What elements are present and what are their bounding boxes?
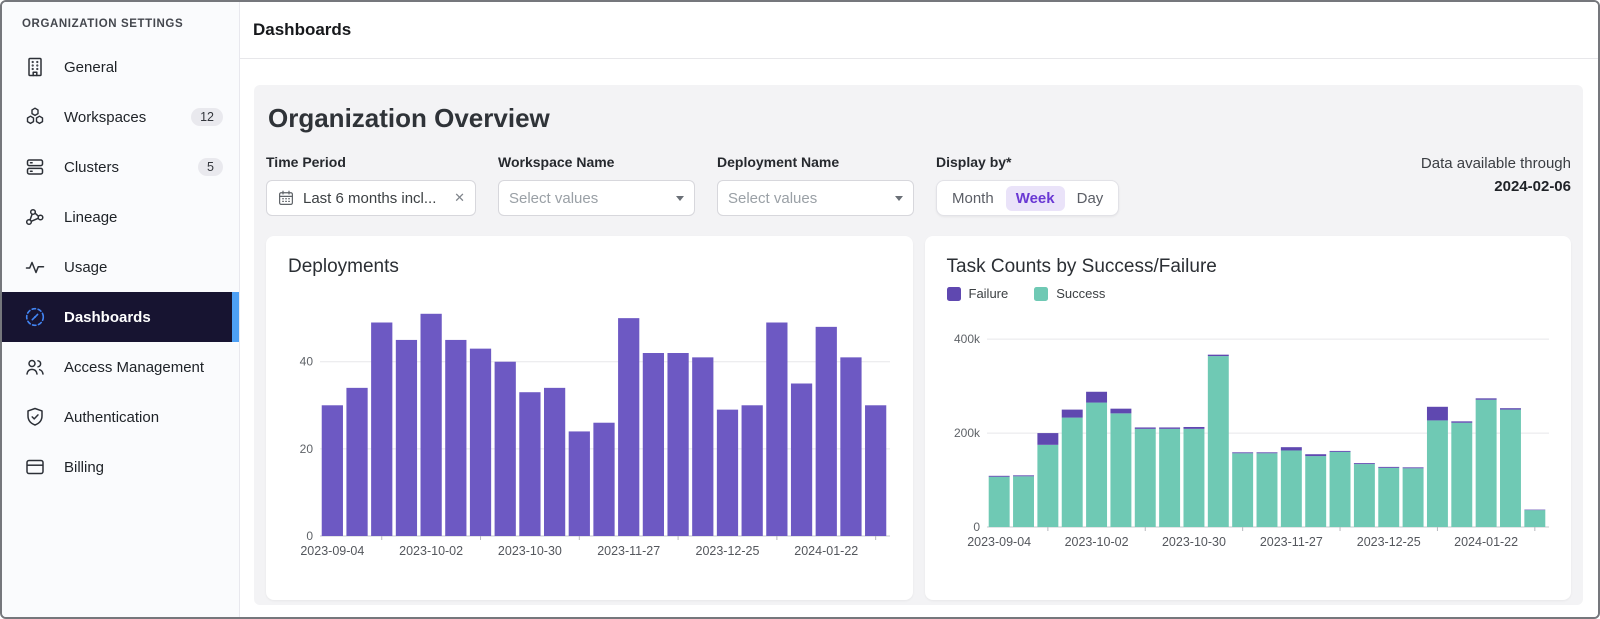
sidebar-item-authentication[interactable]: Authentication (2, 392, 239, 442)
sidebar-item-label: Dashboards (64, 309, 151, 326)
svg-text:2023-09-04: 2023-09-04 (967, 535, 1031, 549)
sidebar-item-label: Authentication (64, 409, 159, 426)
sidebar-item-label: General (64, 59, 117, 76)
deployments-chart: 0 20 40 2023-09-04 2023-10-02 2023-10-30 2023-… (286, 286, 890, 566)
sidebar-item-clusters[interactable]: Clusters 5 (2, 142, 239, 192)
chevron-down-icon (676, 196, 684, 201)
sidebar-item-label: Lineage (64, 209, 117, 226)
deployment-select[interactable]: Select values (717, 180, 914, 216)
workspace-select[interactable]: Select values (498, 180, 695, 216)
sidebar-item-lineage[interactable]: Lineage (2, 192, 239, 242)
data-available-note: Data available through 2024-02-06 (1421, 152, 1571, 199)
credit-card-icon (23, 455, 47, 479)
display-by-toggle: Month Week Day (936, 180, 1119, 216)
lineage-graph-icon (23, 205, 47, 229)
deployments-card: Deployments 0 20 40 2023-09-04 2023-10-02 202… (266, 236, 913, 600)
sidebar-item-label: Billing (64, 459, 104, 476)
data-available-date: 2024-02-06 (1421, 175, 1571, 198)
sidebar: ORGANIZATION SETTINGS General Workspaces… (2, 2, 240, 617)
task-counts-chart-title: Task Counts by Success/Failure (947, 256, 1552, 278)
sidebar-item-workspaces[interactable]: Workspaces 12 (2, 92, 239, 142)
app-window: ORGANIZATION SETTINGS General Workspaces… (0, 0, 1600, 619)
cubes-icon (23, 105, 47, 129)
svg-text:2023-12-25: 2023-12-25 (696, 544, 760, 558)
panel-title: Organization Overview (268, 103, 1571, 134)
chart-legend: Failure Success (947, 286, 1552, 301)
workspaces-count-badge: 12 (191, 108, 223, 127)
clear-time-period-icon[interactable]: ✕ (454, 190, 465, 206)
workspace-filter: Workspace Name Select values (498, 154, 695, 216)
data-available-label: Data available through (1421, 152, 1571, 175)
task-counts-chart: 0 200k 400k 2023-09-04 2023-10-02 2023-10-30 2… (945, 305, 1549, 557)
svg-text:0: 0 (306, 529, 313, 543)
svg-text:400k: 400k (953, 332, 980, 346)
shield-check-icon (23, 405, 47, 429)
svg-text:2023-12-25: 2023-12-25 (1356, 535, 1420, 549)
content-area: Organization Overview Time Period Last (240, 59, 1598, 617)
toggle-option-week[interactable]: Week (1006, 186, 1065, 211)
deployment-filter: Deployment Name Select values (717, 154, 914, 216)
organization-overview-panel: Organization Overview Time Period Last (254, 85, 1583, 605)
sidebar-item-access-management[interactable]: Access Management (2, 342, 239, 392)
svg-text:2024-01-22: 2024-01-22 (1454, 535, 1518, 549)
failure-swatch-icon (947, 287, 961, 301)
display-by-label: Display by* (936, 154, 1119, 170)
success-swatch-icon (1034, 287, 1048, 301)
task-counts-card: Task Counts by Success/Failure Failure S… (925, 236, 1572, 600)
legend-item-success: Success (1034, 286, 1105, 301)
time-period-input[interactable]: Last 6 months incl... ✕ (266, 180, 476, 216)
sidebar-item-label: Workspaces (64, 109, 146, 126)
server-stack-icon (23, 155, 47, 179)
deployment-name-label: Deployment Name (717, 154, 914, 170)
svg-text:2023-10-02: 2023-10-02 (399, 544, 463, 558)
building-icon (23, 55, 47, 79)
calendar-icon (277, 189, 295, 207)
deployment-select-placeholder: Select values (728, 190, 817, 207)
chevron-down-icon (895, 196, 903, 201)
clusters-count-badge: 5 (198, 158, 223, 177)
sidebar-item-label: Clusters (64, 159, 119, 176)
sidebar-section-label: ORGANIZATION SETTINGS (22, 18, 239, 30)
legend-label-failure: Failure (969, 286, 1009, 301)
svg-text:2023-11-27: 2023-11-27 (1259, 535, 1322, 549)
svg-text:20: 20 (300, 442, 314, 456)
compass-gauge-icon (23, 305, 47, 329)
sidebar-item-general[interactable]: General (2, 42, 239, 92)
activity-pulse-icon (23, 255, 47, 279)
sidebar-item-label: Usage (64, 259, 107, 276)
svg-text:200k: 200k (953, 426, 980, 440)
legend-item-failure: Failure (947, 286, 1009, 301)
svg-text:2023-10-02: 2023-10-02 (1064, 535, 1128, 549)
charts-row: Deployments 0 20 40 2023-09-04 2023-10-02 202… (266, 236, 1571, 600)
deployments-chart-title: Deployments (288, 256, 893, 278)
svg-text:40: 40 (300, 355, 314, 369)
time-period-value: Last 6 months incl... (303, 190, 448, 207)
svg-text:2023-11-27: 2023-11-27 (597, 544, 660, 558)
sidebar-item-billing[interactable]: Billing (2, 442, 239, 492)
toggle-option-month[interactable]: Month (942, 186, 1004, 211)
svg-text:2023-10-30: 2023-10-30 (1161, 535, 1225, 549)
toggle-option-day[interactable]: Day (1067, 186, 1114, 211)
svg-text:2023-10-30: 2023-10-30 (498, 544, 562, 558)
time-period-filter: Time Period Last 6 months incl... ✕ (266, 154, 476, 216)
display-by-filter: Display by* Month Week Day (936, 154, 1119, 216)
filters-row: Time Period Last 6 months incl... ✕ (266, 154, 1571, 216)
workspace-select-placeholder: Select values (509, 190, 598, 207)
workspace-name-label: Workspace Name (498, 154, 695, 170)
svg-text:2023-09-04: 2023-09-04 (300, 544, 364, 558)
sidebar-item-usage[interactable]: Usage (2, 242, 239, 292)
people-icon (23, 355, 47, 379)
svg-text:2024-01-22: 2024-01-22 (794, 544, 858, 558)
main-area: Dashboards Organization Overview Time Pe… (240, 2, 1598, 617)
sidebar-item-label: Access Management (64, 359, 204, 376)
svg-text:0: 0 (973, 520, 980, 534)
page-header: Dashboards (240, 2, 1598, 59)
legend-label-success: Success (1056, 286, 1105, 301)
page-title: Dashboards (253, 20, 351, 40)
time-period-label: Time Period (266, 154, 476, 170)
sidebar-item-dashboards[interactable]: Dashboards (2, 292, 239, 342)
